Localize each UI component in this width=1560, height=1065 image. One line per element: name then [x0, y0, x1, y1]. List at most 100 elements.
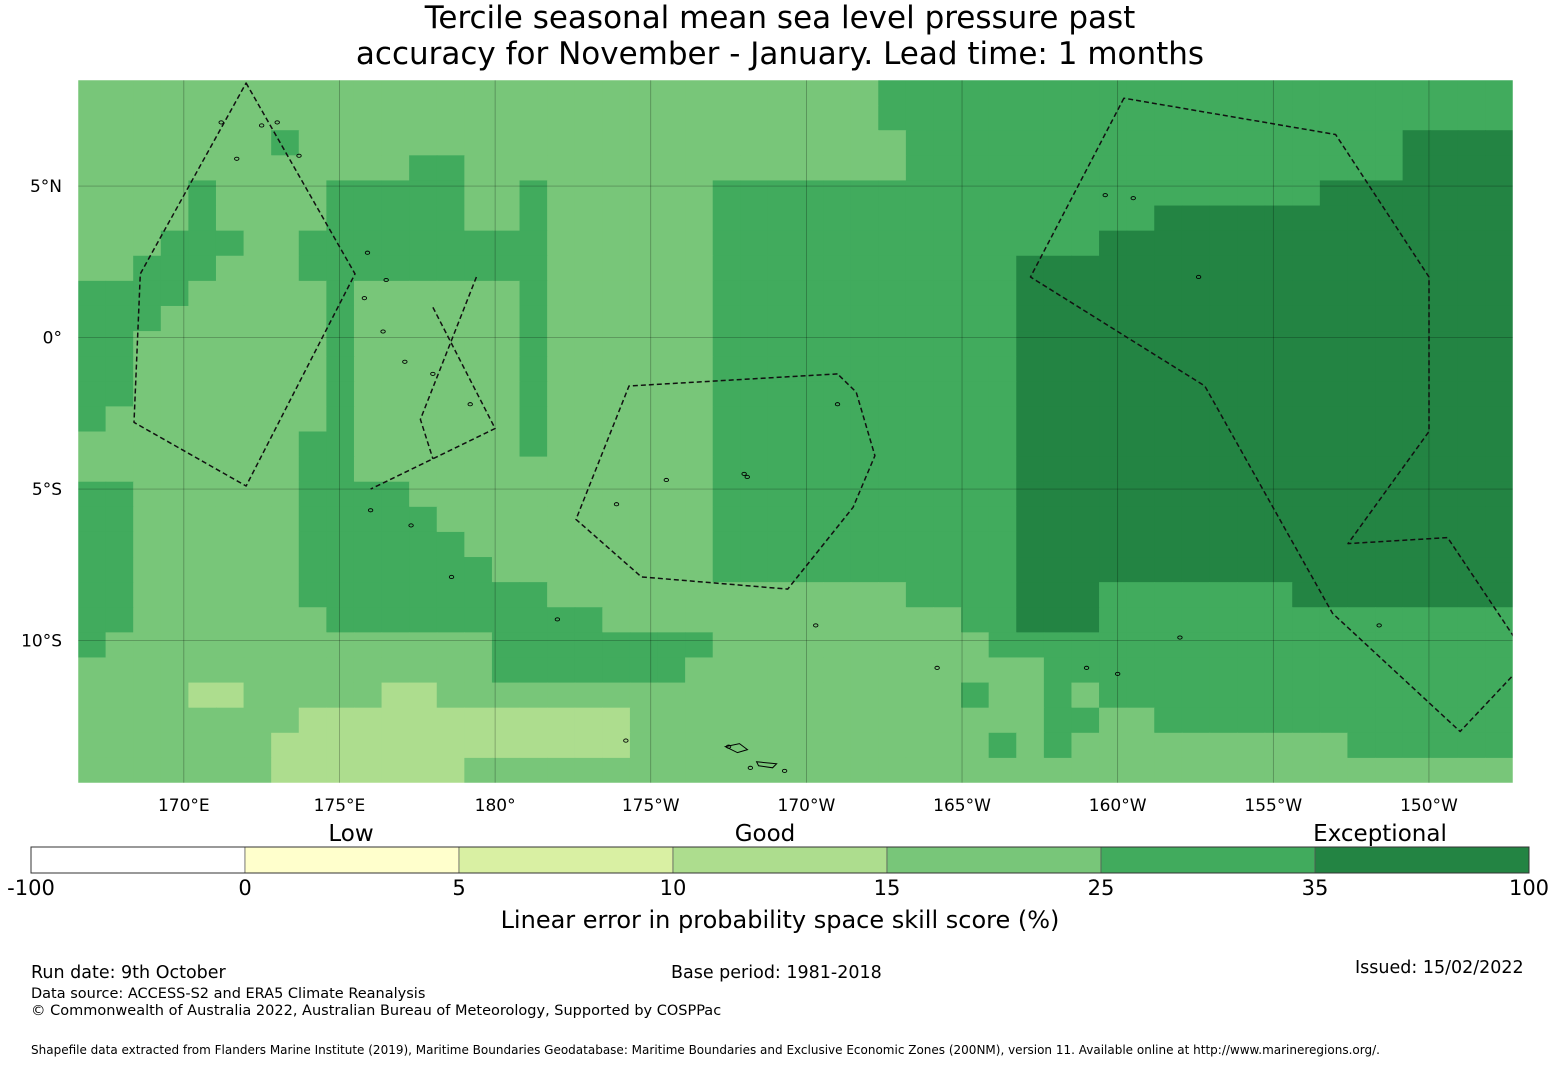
grid-cell — [1292, 582, 1321, 608]
grid-cell — [215, 356, 245, 382]
grid-cell — [878, 205, 907, 232]
grid-cell — [1099, 155, 1128, 182]
grid-cell — [243, 607, 272, 633]
grid-cell — [657, 155, 686, 182]
grid-cell — [133, 607, 162, 633]
island-outline — [613, 502, 620, 507]
colorbar-swatch — [30, 846, 246, 874]
grid-cell — [795, 431, 824, 458]
grid-cell — [1154, 531, 1183, 558]
eez-boundaries — [133, 82, 1513, 733]
grid-cell — [326, 255, 355, 282]
grid-cell — [1016, 456, 1045, 483]
grid-cell — [988, 557, 1017, 583]
grid-cell — [519, 180, 548, 207]
grid-cell — [1043, 657, 1073, 684]
grid-cell — [1402, 481, 1431, 508]
grid-cell — [547, 406, 576, 433]
grid-cell — [215, 406, 245, 433]
grid-cell — [850, 757, 879, 783]
grid-cell — [905, 607, 935, 633]
grid-cell — [1485, 80, 1513, 106]
grid-cell — [409, 280, 438, 307]
grid-cell — [1485, 105, 1513, 131]
grid-cell — [78, 255, 107, 282]
grid-cell — [547, 155, 576, 182]
grid-cell — [78, 230, 107, 257]
grid-cell — [1457, 657, 1487, 684]
grid-cell — [105, 80, 134, 106]
grid-cell — [353, 582, 383, 608]
skill-map[interactable] — [77, 79, 1529, 784]
grid-cell — [1099, 105, 1128, 131]
grid-cell — [712, 582, 741, 608]
grid-cell — [1457, 506, 1487, 533]
grid-cell — [1071, 205, 1100, 232]
grid-cell — [1181, 130, 1211, 156]
grid-cell — [1043, 331, 1073, 357]
grid-cell — [1347, 707, 1376, 734]
grid-cell — [657, 632, 686, 659]
grid-cell — [602, 506, 631, 533]
grid-cell — [850, 105, 879, 131]
grid-cell — [1347, 531, 1376, 558]
grid-cell — [409, 557, 438, 583]
grid-cell — [78, 607, 107, 633]
latitude-label: 5°N — [30, 177, 62, 197]
grid-cell — [491, 280, 521, 307]
grid-cell — [1264, 481, 1293, 508]
grid-cell — [78, 105, 107, 131]
grid-cell — [1181, 732, 1211, 759]
grid-cell — [823, 205, 852, 232]
grid-cell — [1485, 305, 1513, 332]
grid-cell — [519, 381, 548, 407]
grid-cell — [133, 255, 162, 282]
grid-cell — [878, 105, 907, 131]
grid-cell — [1292, 280, 1321, 307]
grid-cell — [1181, 456, 1211, 483]
grid-cell — [298, 180, 327, 207]
grid-cell — [657, 456, 686, 483]
grid-cell — [1264, 255, 1293, 282]
grid-cell — [436, 105, 465, 131]
grid-cell — [160, 707, 189, 734]
grid-cell — [215, 682, 245, 709]
grid-cell — [464, 607, 493, 633]
grid-cell — [850, 155, 879, 182]
grid-cell — [657, 305, 686, 332]
grid-cell — [988, 406, 1017, 433]
grid-cell — [381, 155, 410, 182]
grid-cell — [795, 80, 824, 106]
grid-cell — [1209, 431, 1238, 458]
island-outline — [554, 617, 561, 622]
grid-cell — [1071, 481, 1100, 508]
longitude-label: 160°W — [1089, 796, 1147, 816]
grid-cell — [381, 557, 410, 583]
grid-cell — [740, 105, 769, 131]
grid-cell — [381, 280, 410, 307]
grid-cell — [298, 80, 327, 106]
grid-cell — [519, 632, 548, 659]
grid-cell — [1126, 506, 1155, 533]
grid-cell — [657, 381, 686, 407]
grid-cell — [464, 431, 493, 458]
grid-cell — [1237, 205, 1266, 232]
grid-cell — [574, 130, 603, 156]
grid-cell — [215, 130, 245, 156]
grid-cell — [1237, 607, 1266, 633]
grid-cell — [988, 130, 1017, 156]
grid-cell — [1043, 406, 1073, 433]
grid-cell — [1375, 105, 1404, 131]
grid-cell — [547, 130, 576, 156]
grid-cell — [657, 481, 686, 508]
grid-cell — [1071, 331, 1100, 357]
grid-cell — [1181, 230, 1211, 257]
grid-cell — [243, 582, 272, 608]
grid-cell — [105, 130, 134, 156]
grid-cell — [712, 381, 741, 407]
grid-cell — [1430, 205, 1459, 232]
grid-cell — [133, 80, 162, 106]
grid-cell — [795, 255, 824, 282]
grid-cell — [1016, 130, 1045, 156]
grid-cell — [823, 280, 852, 307]
